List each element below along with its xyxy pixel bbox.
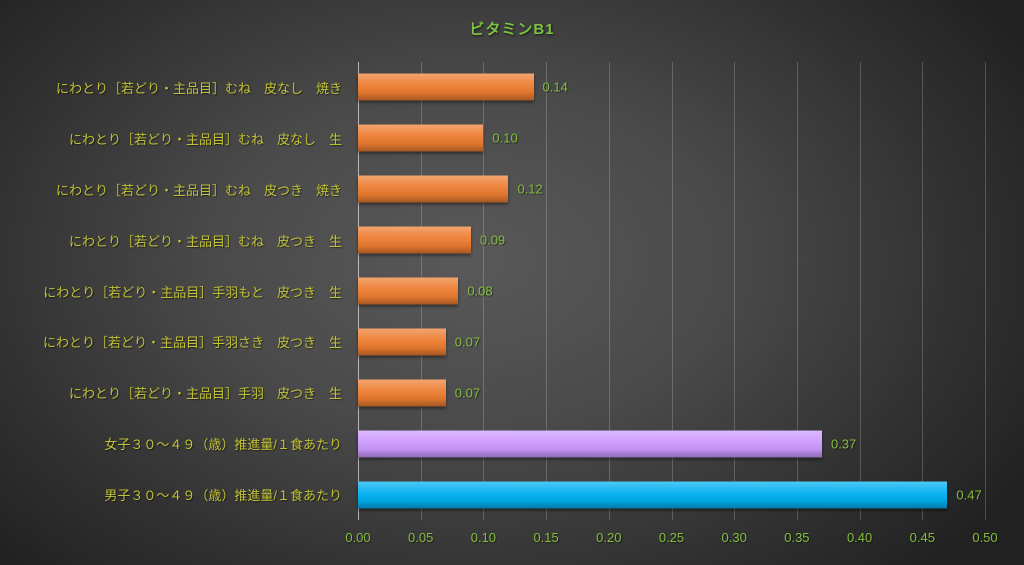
gridline [734, 62, 736, 520]
bar-row: 0.07 [358, 367, 985, 418]
gridline [608, 62, 610, 520]
x-tick-label: 0.45 [909, 530, 935, 545]
bar-orange [358, 226, 471, 254]
chart-title: ビタミンB1 [469, 21, 555, 38]
value-label: 0.07 [454, 334, 481, 350]
x-tick-label: 0.30 [721, 530, 747, 545]
bar-orange [358, 379, 446, 407]
value-label: 0.37 [830, 436, 857, 452]
gridline [483, 62, 485, 520]
bars: 0.14 0.10 0.12 0.09 0.08 0.07 0.07 0.37 0.47 [358, 62, 985, 520]
category-label: にわとり［若どり・主品目］手羽もと 皮つき 生 [43, 284, 342, 300]
plot-area: 0.14 0.10 0.12 0.09 0.08 0.07 0.07 0.37 0.47 [358, 62, 986, 520]
x-tick-label: 0.05 [408, 530, 434, 545]
bar-orange [358, 175, 509, 203]
x-tick-label: 0.40 [846, 530, 873, 545]
bar-row: 0.12 [358, 164, 985, 215]
value-label: 0.09 [479, 232, 506, 248]
x-tick-label: 0.15 [533, 530, 559, 545]
category-axis-labels: にわとり［若どり・主品目］むね 皮なし 焼きにわとり［若どり・主品目］むね 皮な… [0, 62, 348, 520]
bar-blue [358, 481, 948, 509]
gridline [922, 62, 924, 520]
value-label: 0.14 [542, 79, 568, 95]
category-label: にわとり［若どり・主品目］むね 皮つき 生 [68, 233, 342, 249]
bar-orange [358, 328, 446, 356]
category-label: にわとり［若どり・主品目］手羽 皮つき 生 [68, 386, 342, 402]
category-label: 女子３０～４９（歳）推進量/１食あたり [104, 437, 342, 453]
category-label: にわとり［若どり・主品目］むね 皮なし 生 [68, 131, 342, 147]
bar-row: 0.07 [358, 316, 985, 367]
gridline [546, 62, 548, 520]
value-label: 0.47 [956, 487, 982, 503]
x-tick-label: 0.00 [345, 530, 371, 545]
bar-row: 0.37 [358, 418, 985, 469]
gridline [985, 62, 986, 520]
gridline [671, 62, 673, 520]
x-tick-label: 0.10 [470, 530, 497, 545]
x-tick-label: 0.25 [658, 530, 685, 545]
bar-row: 0.47 [358, 469, 985, 520]
category-label: 男子３０～４９（歳）推進量/１食あたり [104, 488, 342, 504]
x-axis-tick-labels: 0.00 0.05 0.10 0.15 0.20 0.25 0.30 0.35 0.40 0.45… [345, 530, 997, 552]
bar-row: 0.10 [358, 113, 985, 164]
x-tick-label: 0.35 [784, 530, 810, 545]
bar-orange [358, 277, 459, 305]
bar-row: 0.08 [358, 266, 985, 317]
bar-orange [358, 124, 484, 152]
x-tick-label: 0.50 [972, 530, 998, 545]
category-label: にわとり［若どり・主品目］むね 皮つき 焼き [55, 182, 342, 198]
value-label: 0.12 [517, 181, 543, 197]
bar-row: 0.14 [358, 62, 985, 113]
bar-row: 0.09 [358, 215, 985, 266]
x-tick-label: 0.20 [596, 530, 622, 545]
bar-purple [358, 430, 822, 458]
value-label: 0.10 [492, 130, 518, 146]
gridline [859, 62, 861, 520]
category-label: にわとり［若どり・主品目］手羽さき 皮つき 生 [42, 335, 342, 351]
value-label: 0.08 [467, 283, 493, 299]
category-label: にわとり［若どり・主品目］むね 皮なし 焼き [55, 80, 342, 96]
value-label: 0.07 [454, 385, 481, 401]
bar-orange [358, 73, 534, 101]
gridline [796, 62, 798, 520]
